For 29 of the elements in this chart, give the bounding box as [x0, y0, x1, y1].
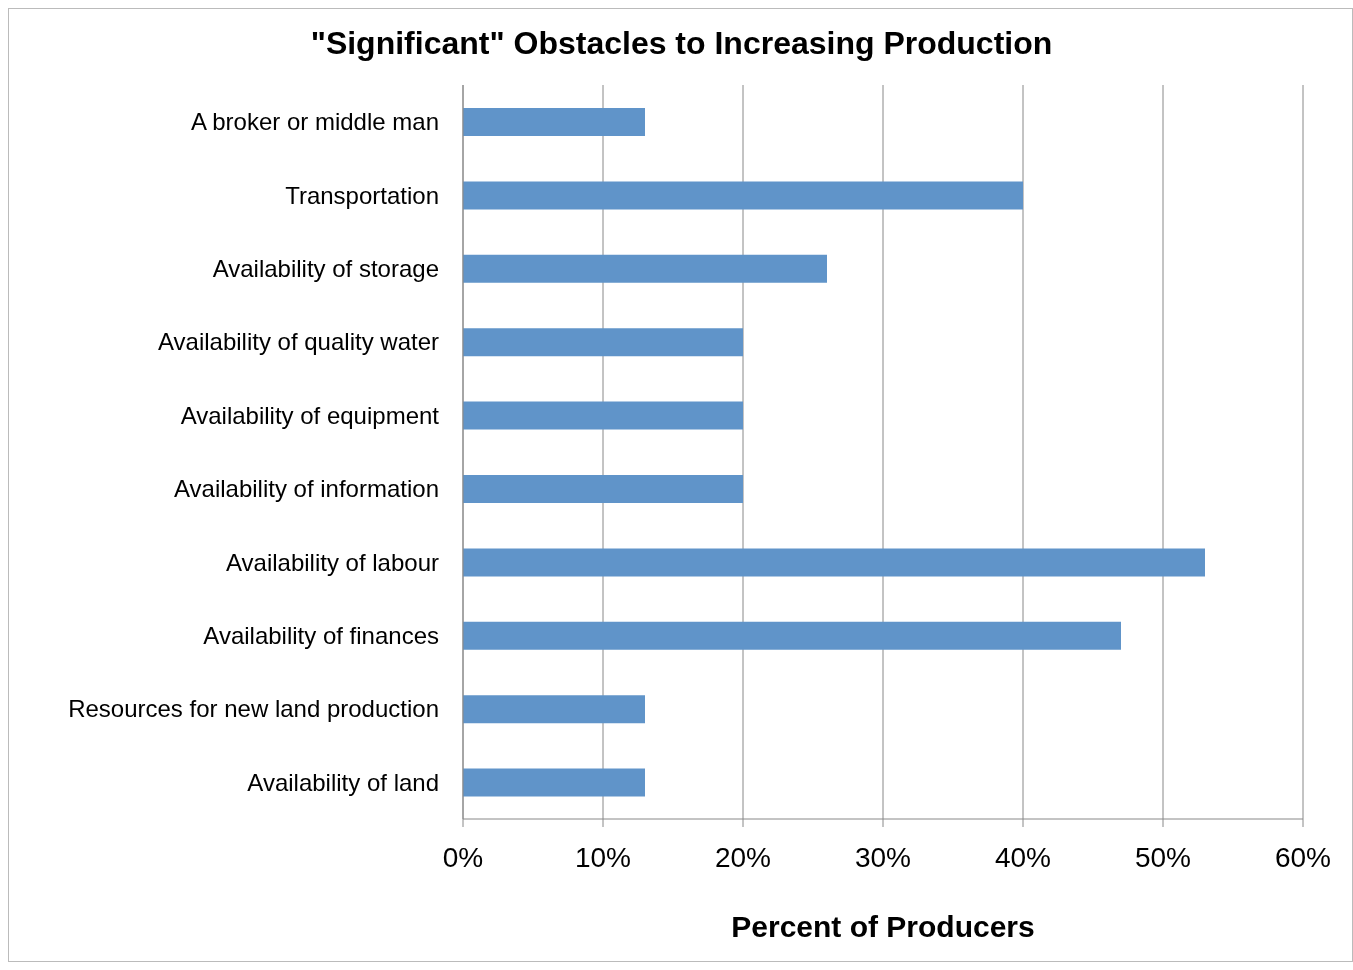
y-tick-label: Availability of information: [173, 475, 439, 503]
chart-title: "Significant" Obstacles to Increasing Production: [309, 25, 1054, 62]
x-tick-label: 60%: [1274, 841, 1332, 873]
bar: [463, 254, 827, 283]
y-tick-label: Availability of storage: [212, 255, 439, 283]
x-tick-label: 50%: [1134, 841, 1192, 873]
bar: [463, 401, 743, 430]
x-tick-label: 30%: [854, 841, 912, 873]
y-tick-label: Availability of land: [247, 768, 439, 796]
bar: [463, 621, 1121, 650]
bar: [463, 695, 645, 724]
y-tick-label: Resources for new land production: [68, 695, 439, 723]
bar: [463, 475, 743, 503]
x-tick-label: 10%: [574, 841, 632, 873]
y-tick-label: Transportation: [285, 181, 439, 209]
x-tick-label: 0%: [442, 841, 484, 873]
y-tick-label: Availability of labour: [225, 548, 439, 576]
x-tick-label: 20%: [714, 841, 772, 873]
bar: [463, 108, 645, 136]
x-axis-title: Percent of Producers: [731, 910, 1035, 943]
bar: [463, 328, 743, 357]
y-tick-label: A broker or middle man: [190, 108, 439, 136]
bar: [463, 768, 645, 797]
bar: [463, 548, 1205, 577]
y-tick-label: Availability of quality water: [157, 328, 439, 356]
x-tick-label: 40%: [994, 841, 1052, 873]
y-tick-label: Availability of equipment: [180, 401, 440, 429]
y-tick-label: Availability of finances: [203, 622, 439, 650]
bar: [463, 181, 1023, 210]
